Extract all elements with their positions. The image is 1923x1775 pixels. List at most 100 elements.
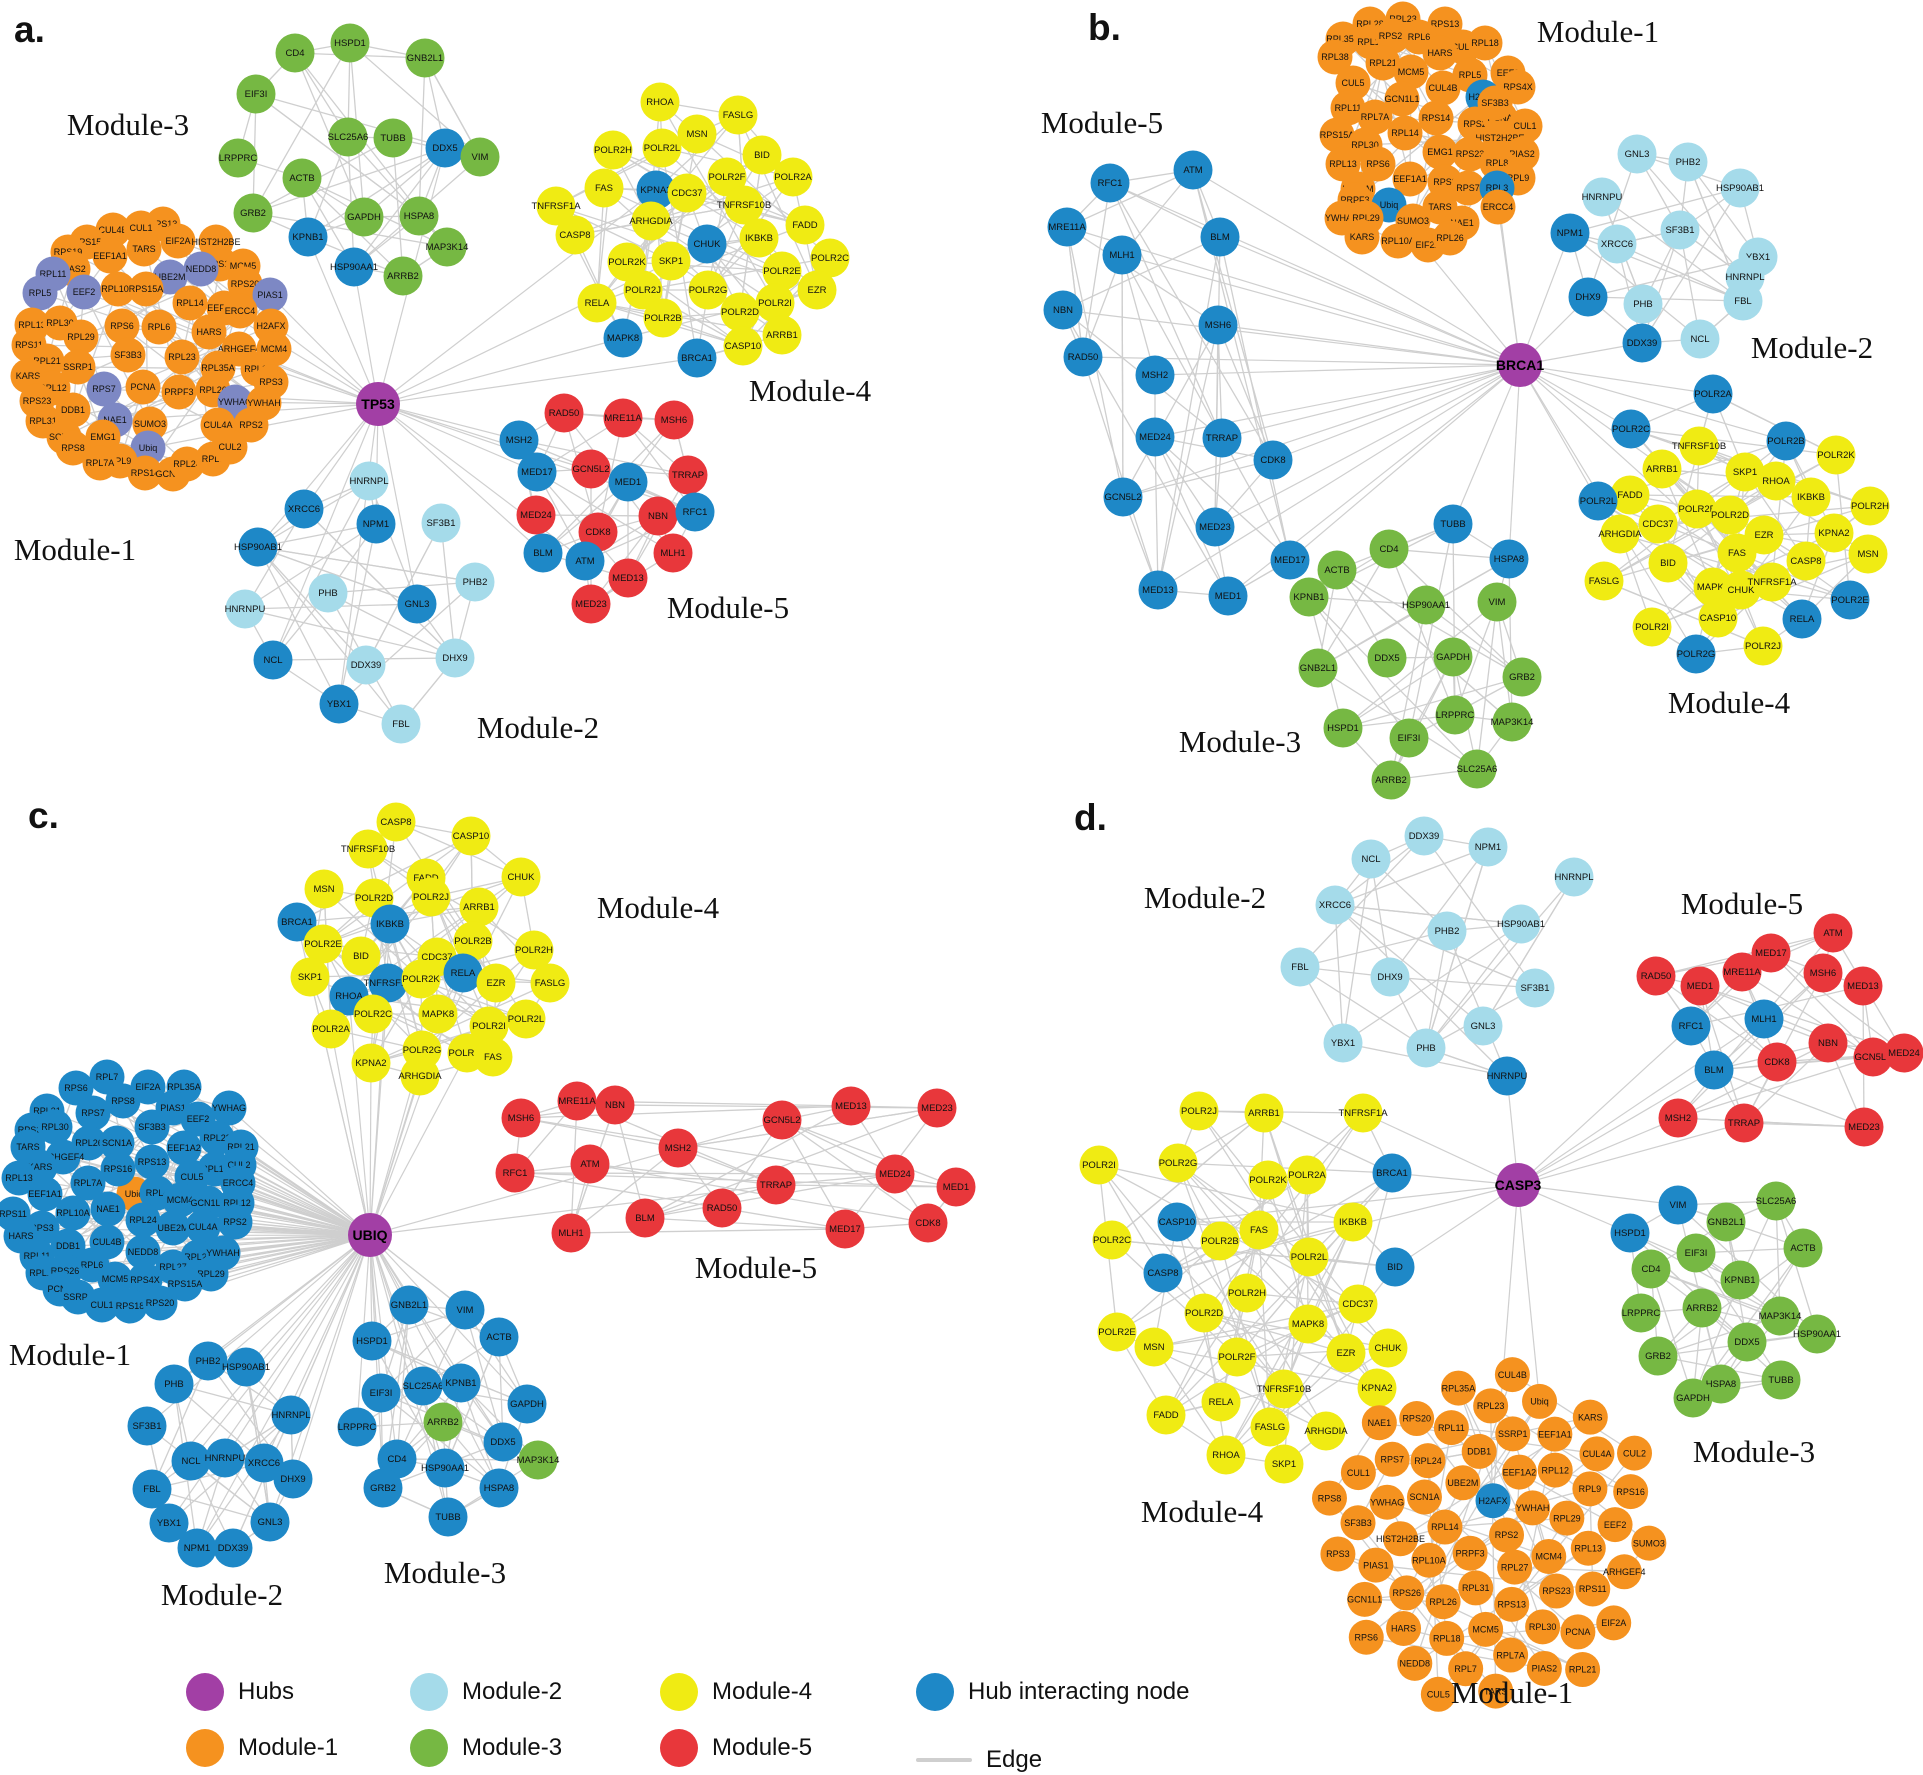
- edge: [596, 192, 688, 304]
- node-SLC25A6: [403, 1366, 443, 1406]
- edge: [1109, 182, 1223, 439]
- module-caption-b-Module-4: Module-4: [1668, 685, 1791, 720]
- node-RPL7A: [1493, 1637, 1529, 1673]
- node-label: RPL21: [1569, 1665, 1597, 1675]
- node-FAS: [1717, 533, 1757, 573]
- node-label: SKP1: [659, 256, 683, 267]
- edge: [322, 835, 472, 945]
- node-label: GAPDH: [1676, 1393, 1710, 1404]
- edge: [1157, 236, 1221, 591]
- node-POLR2C: [1611, 409, 1651, 449]
- node-VIM: [1658, 1185, 1698, 1225]
- legend-item-module4: Module-4: [660, 1673, 812, 1711]
- node-POLR2B: [1766, 421, 1806, 461]
- node-label: BID: [754, 150, 770, 161]
- module-caption-b-Module-5: Module-5: [1041, 105, 1163, 140]
- node-label: NCL: [1361, 854, 1380, 865]
- node-label: BRCA1: [281, 917, 313, 928]
- node-label: RPS14: [131, 468, 160, 478]
- node-POLR2K: [1248, 1160, 1288, 1200]
- node-DDX5: [483, 1422, 523, 1462]
- hub-edge: [377, 337, 624, 405]
- node-KARS: [1572, 1399, 1608, 1435]
- node-POLR2C: [810, 238, 850, 278]
- node-KARS: [1344, 219, 1380, 255]
- node-NPM1: [1468, 827, 1508, 867]
- node-HARS: [1386, 1610, 1422, 1646]
- node-label: SKP1: [1272, 1459, 1296, 1470]
- node-label: RPL9: [109, 456, 132, 466]
- node-HSPA8: [399, 196, 439, 236]
- node-POLR2A: [773, 157, 813, 197]
- node-label: FAS: [595, 183, 613, 194]
- node-label: RPS13: [1431, 19, 1460, 29]
- node-label: NAE1: [1450, 218, 1474, 228]
- node-MED17: [1270, 540, 1310, 580]
- edge: [1514, 1566, 1625, 1573]
- node-EIF3I: [361, 1373, 401, 1413]
- node-label: EMG1: [90, 432, 116, 442]
- node-label: HNRNPL: [1725, 272, 1764, 283]
- node-TRRAP: [1724, 1103, 1764, 1143]
- node-label: LRPPRC: [1622, 1308, 1661, 1319]
- node-label: NEDD8: [186, 264, 217, 274]
- node-ARRB1: [762, 315, 802, 355]
- node-label: IKBKB: [745, 233, 773, 244]
- node-label: GCN5L2: [764, 1115, 801, 1126]
- node-label: HIST2H2BE: [191, 237, 240, 247]
- node-label: ARRB1: [1248, 1108, 1280, 1119]
- node-label: MAP3K14: [426, 242, 469, 253]
- hub-edge: [1066, 226, 1521, 366]
- node-label: EIF2A: [1415, 240, 1440, 250]
- node-SLC25A6: [1457, 749, 1497, 789]
- node-MED23: [1195, 507, 1235, 547]
- node-label: RPL10A: [56, 1208, 90, 1218]
- node-TNFRSF10B: [348, 829, 388, 869]
- edge: [1601, 196, 1744, 302]
- node-label: POLR2I: [758, 298, 792, 309]
- node-label: HSPA8: [404, 211, 434, 222]
- node-label: POLR2L: [644, 143, 680, 154]
- node-POLR2H: [593, 130, 633, 170]
- node-MCM5: [1468, 1611, 1504, 1647]
- hub-edge: [196, 1234, 371, 1549]
- node-RAD50: [1063, 337, 1103, 377]
- node-CDK8: [908, 1203, 948, 1243]
- node-label: MSN: [313, 884, 334, 895]
- node-GCN5L2: [1853, 1037, 1893, 1077]
- node-MED13: [831, 1086, 871, 1126]
- node-RELA: [1782, 599, 1822, 639]
- node-POLR2D: [1710, 495, 1750, 535]
- edge: [1334, 904, 1344, 1044]
- node-POLR2L: [506, 999, 546, 1039]
- node-label: POLR2D: [1185, 1308, 1223, 1319]
- node-RPS15A: [167, 1266, 203, 1302]
- node-RPS6: [104, 308, 140, 344]
- node-MSH6: [654, 400, 694, 440]
- edge: [1098, 1164, 1164, 1274]
- node-label: RPL24: [173, 459, 201, 469]
- hub-edge: [237, 1182, 371, 1236]
- node-HSP90AB1: [238, 527, 278, 567]
- edge: [307, 147, 446, 238]
- node-label: POLR2L: [1580, 496, 1616, 507]
- legend-item-module3: Module-3: [410, 1729, 562, 1767]
- node-RFC1: [495, 1153, 535, 1193]
- node-label: ARRB2: [1686, 1303, 1718, 1314]
- node-CD4: [377, 1439, 417, 1479]
- node-label: MSH2: [1142, 370, 1168, 381]
- hub-edge: [338, 403, 379, 705]
- node-RPS7: [1450, 170, 1486, 206]
- node-KPNA2: [351, 1043, 391, 1083]
- node-HSPD1: [352, 1321, 392, 1361]
- node-label: FADD: [792, 220, 817, 231]
- node-POLR2G: [1158, 1143, 1198, 1183]
- edge: [257, 546, 340, 705]
- node-label: TUBB: [1440, 519, 1465, 530]
- node-label: TRRAP: [1206, 433, 1238, 444]
- node-label: EIF3I: [245, 89, 268, 100]
- node-label: RPL30: [1529, 1622, 1557, 1632]
- node-GRB2: [233, 193, 273, 233]
- node-label: RPS8: [1433, 177, 1457, 187]
- node-DHX9: [435, 638, 475, 678]
